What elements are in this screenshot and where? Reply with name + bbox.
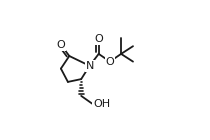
Text: O: O	[94, 34, 103, 44]
Text: N: N	[85, 61, 94, 71]
Text: O: O	[106, 57, 114, 67]
Text: OH: OH	[93, 99, 110, 109]
Text: O: O	[56, 40, 65, 50]
